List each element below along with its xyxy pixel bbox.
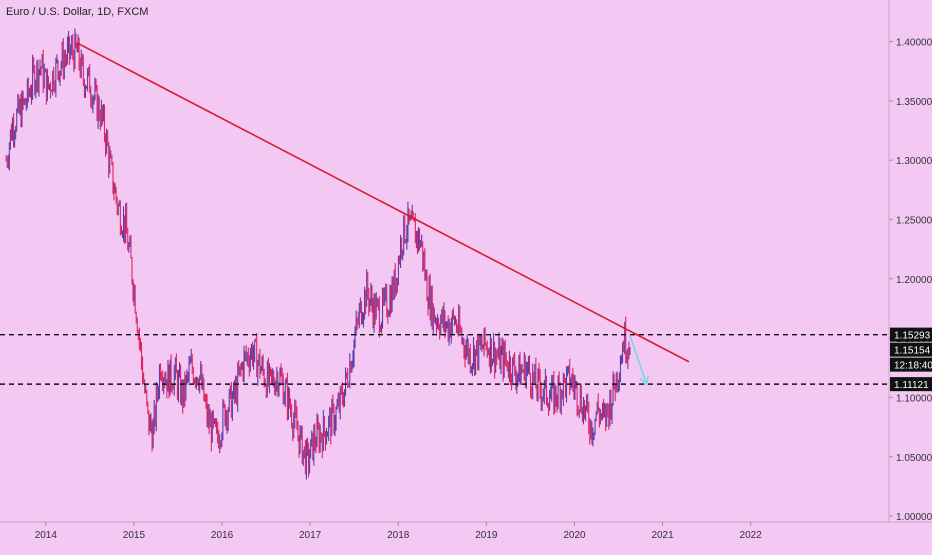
y-tick-label: 1.10000 [896,393,932,404]
price-label: 1.11121 [894,380,929,391]
price-label: 1.15293 [894,331,931,342]
price-label-box [890,342,932,357]
horizontal-levels [0,333,889,385]
candle-series [5,28,631,480]
price-label: 12:18:40 [894,361,932,372]
x-tick-label: 2015 [123,530,146,541]
price-axis[interactable]: 1.400001.350001.300001.250001.200001.150… [889,38,932,524]
price-label: 1.15154 [894,346,931,357]
y-tick-label: 1.00000 [896,512,932,523]
x-tick-label: 2018 [387,530,410,541]
x-tick-label: 2016 [211,530,234,541]
symbol-title[interactable]: Euro / U.S. Dollar, 1D, FXCM [6,6,149,18]
time-axis[interactable]: 2014 2015 2016 2017 2018 2019 2020 2021 2022 [35,522,763,541]
price-label-box [890,377,932,392]
price-labels: 1.15293 1.15154 12:18:40 1.11121 [890,327,932,392]
x-tick-label: 2020 [563,530,586,541]
x-tick-label: 2022 [740,530,763,541]
y-tick-label: 1.20000 [896,275,932,286]
y-tick-label: 1.25000 [896,215,932,226]
y-tick-label: 1.40000 [896,38,932,49]
trendline [76,41,690,363]
x-tick-label: 2017 [299,530,322,541]
x-tick-label: 2019 [475,530,498,541]
forecast-arrow-head [639,375,650,386]
price-label-box [890,357,932,372]
trendline-group [76,41,690,363]
forecast-arrow-shaft [629,335,648,385]
forecast-arrow-group [629,335,650,386]
price-label-box [890,327,932,342]
x-tick-label: 2021 [651,530,674,541]
y-tick-label: 1.05000 [896,453,932,464]
y-tick-label: 1.35000 [896,97,932,108]
y-tick-label: 1.30000 [896,156,932,167]
x-tick-label: 2014 [35,530,58,541]
